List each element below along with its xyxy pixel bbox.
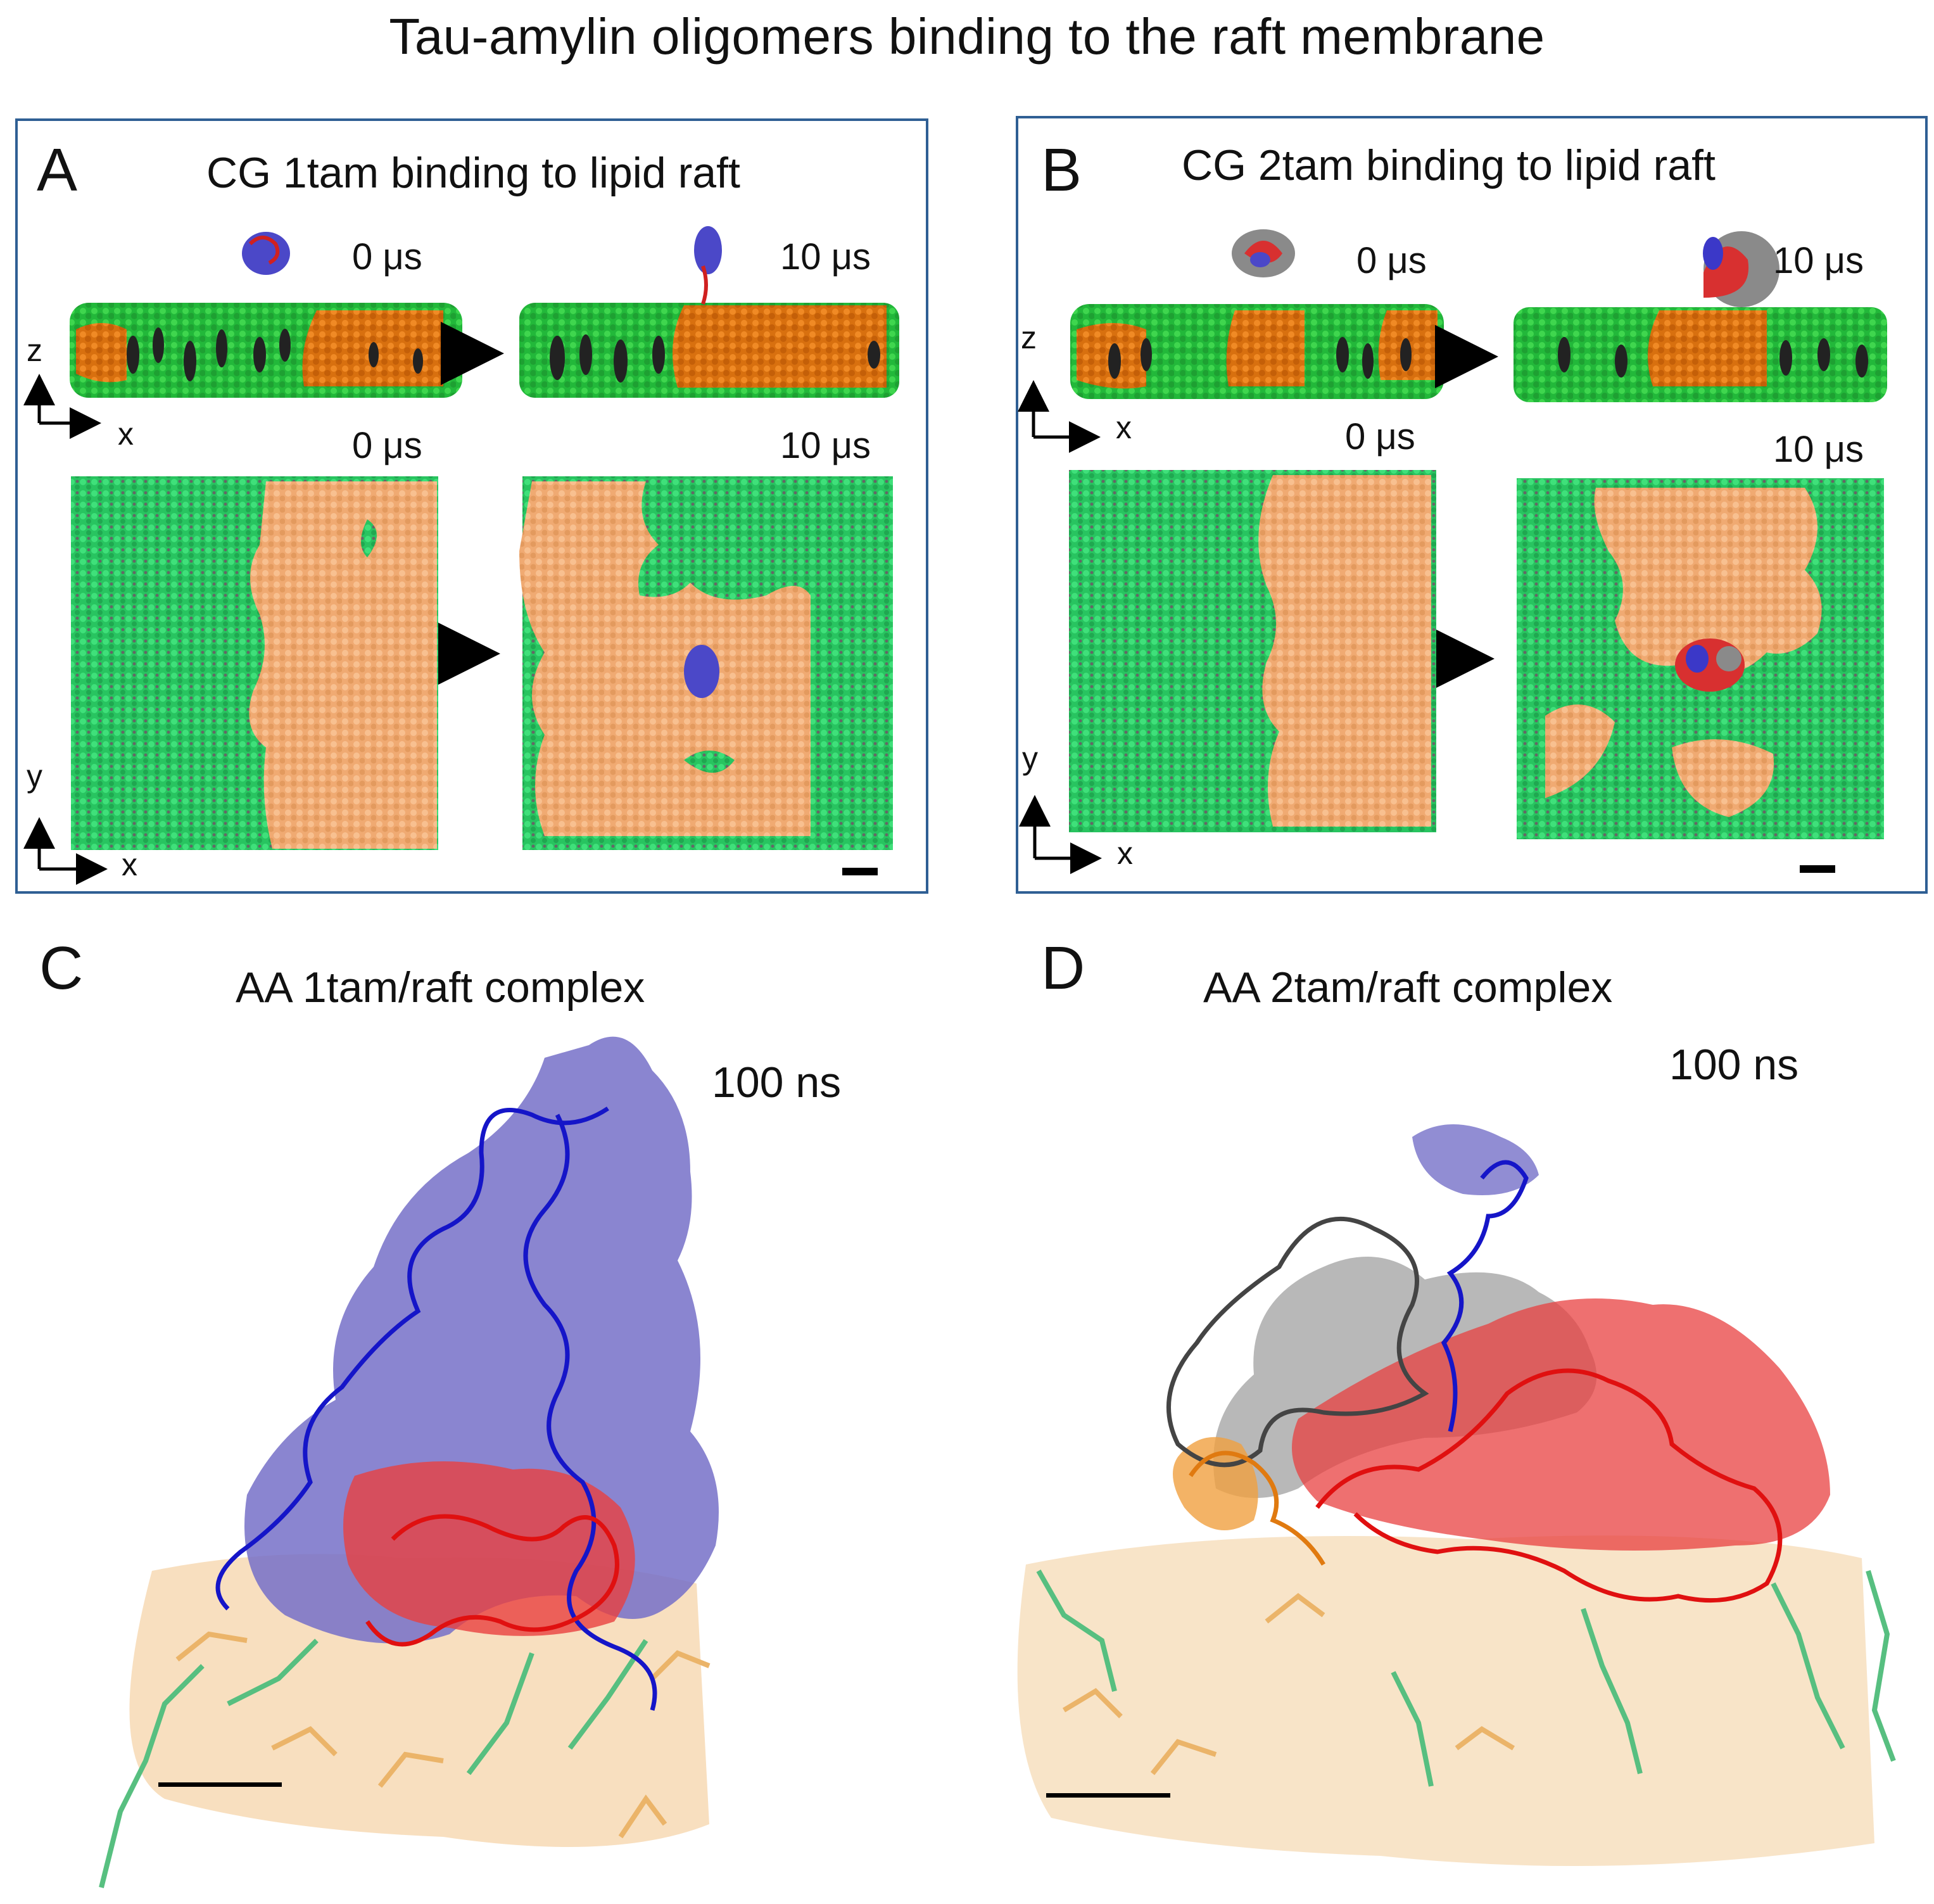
panel-b-side-membrane-0us	[1070, 304, 1444, 399]
panel-a-protein-10us	[694, 226, 722, 305]
panel-a-top-membrane-0us	[71, 476, 438, 850]
panel-b-top-time-1: 10 μs	[1773, 429, 1864, 470]
panel-b-protein-10us	[1703, 231, 1779, 307]
panel-a-protein-0us	[242, 232, 290, 275]
panel-a-side-time-1: 10 μs	[780, 236, 871, 277]
panel-a-subtitle: CG 1tam binding to lipid raft	[206, 149, 740, 197]
panel-a-side-axis-z: z	[27, 333, 42, 368]
panel-b-scale-bar	[1800, 865, 1835, 873]
panel-a-top-time-0: 0 μs	[352, 425, 422, 466]
panel-c-time: 100 ns	[712, 1058, 842, 1107]
panel-b-top-membrane-0us	[1069, 470, 1436, 832]
panel-b-side-membrane-10us	[1514, 307, 1887, 402]
panel-a-side-time-0: 0 μs	[352, 236, 422, 277]
panel-b-top-axes	[1019, 795, 1102, 874]
panel-c-protein-surface	[244, 1036, 719, 1644]
panel-a-top-axis-x: x	[122, 847, 137, 882]
panel-d-protein-surface	[1173, 1124, 1830, 1551]
panel-a-side-axis-x: x	[118, 416, 134, 452]
panel-b-subtitle: CG 2tam binding to lipid raft	[1182, 141, 1716, 189]
panel-b-side-time-1: 10 μs	[1773, 240, 1864, 281]
panel-a-side-membrane-0us	[70, 303, 462, 398]
panel-b-frame	[1016, 116, 1928, 894]
panel-a-top-membrane-10us	[519, 476, 893, 850]
panel-a-frame	[15, 118, 928, 894]
panel-a-side-membrane-10us	[519, 303, 899, 398]
panel-b-letter: B	[1041, 136, 1082, 204]
panel-c-protein-ribbons	[215, 1107, 657, 1711]
panel-b-protein-0us	[1232, 229, 1295, 277]
panel-d-lipid-layer	[1017, 1535, 1896, 1866]
panel-b-top-time-0: 0 μs	[1345, 416, 1415, 457]
panel-a-top-axis-y: y	[27, 758, 42, 794]
panel-a-letter: A	[37, 136, 78, 204]
panel-a-side-axes	[23, 374, 101, 439]
panel-a-top-time-1: 10 μs	[780, 425, 871, 466]
panel-b-side-time-0: 0 μs	[1356, 240, 1427, 281]
panel-b-top-axis-x: x	[1117, 835, 1133, 871]
panel-a-scale-bar	[842, 868, 878, 875]
panel-d-scale-bar	[1046, 1793, 1170, 1798]
panel-d-letter: D	[1041, 934, 1085, 1002]
panel-b-side-axis-z: z	[1021, 320, 1037, 355]
panel-d-subtitle: AA 2tam/raft complex	[1203, 963, 1613, 1012]
panel-b-side-axes	[1018, 380, 1101, 453]
figure-title: Tau-amylin oligomers binding to the raft…	[389, 8, 1545, 65]
panel-b-top-membrane-10us	[1517, 478, 1884, 839]
panel-d-protein-ribbons	[1166, 1160, 1783, 1603]
panel-b-top-axis-y: y	[1022, 740, 1038, 776]
panel-c-scale-bar	[158, 1782, 282, 1787]
panel-d-time: 100 ns	[1669, 1041, 1799, 1089]
panel-a-top-axes	[23, 817, 108, 885]
panel-b-side-axis-x: x	[1116, 410, 1132, 445]
panel-c-letter: C	[39, 934, 84, 1002]
panel-c-subtitle: AA 1tam/raft complex	[236, 963, 645, 1012]
